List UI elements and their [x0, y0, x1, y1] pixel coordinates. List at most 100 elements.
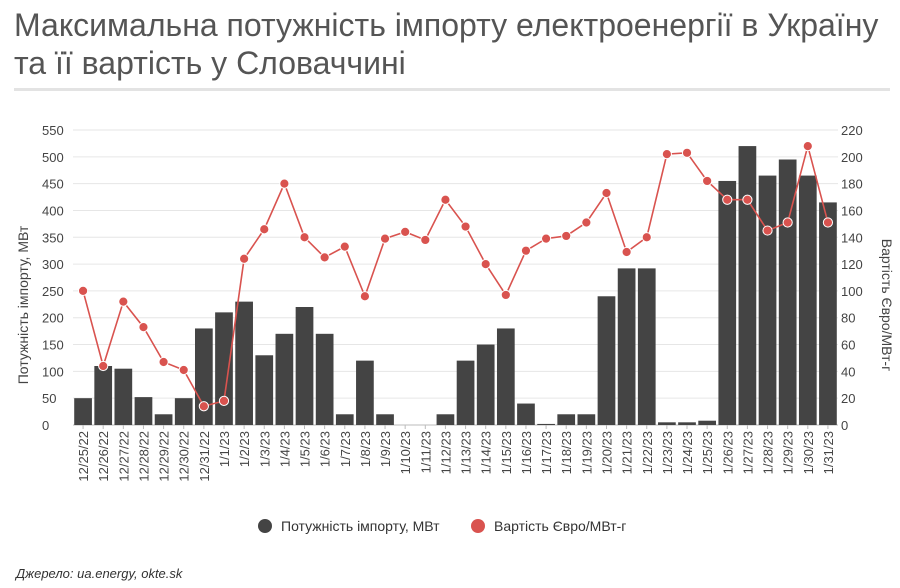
price-point: [722, 194, 733, 205]
bar: [617, 268, 636, 425]
bar: [517, 403, 535, 425]
right-tick-label: 220: [841, 123, 863, 138]
price-point: [339, 241, 350, 252]
bar: [215, 312, 233, 425]
x-tick-label: 1/15/23: [499, 431, 514, 474]
price-point: [279, 178, 290, 189]
bar: [738, 146, 757, 425]
y2-axis-title: Вартість Євро/МВт-г: [879, 239, 895, 371]
price-point: [802, 140, 813, 152]
price-point: [400, 226, 411, 238]
bar: [637, 268, 656, 425]
left-tick-label: 250: [42, 284, 64, 299]
price-point: [762, 225, 773, 236]
x-tick-label: 1/10/23: [398, 431, 413, 474]
x-tick-label: 1/1/23: [217, 431, 232, 467]
x-tick-label: 1/28/23: [761, 431, 776, 474]
price-point: [77, 285, 89, 297]
x-tick-label: 12/31/22: [197, 431, 212, 482]
line-series: [77, 140, 834, 412]
x-tick-label: 12/27/22: [116, 431, 131, 482]
bar: [698, 420, 717, 425]
right-axis-ticks: 0 20 40 60 80 100 120 140 160 180 200 220: [841, 123, 863, 433]
right-tick-label: 80: [841, 311, 855, 326]
x-tick-label: 1/2/23: [237, 431, 252, 467]
price-point: [621, 246, 632, 258]
bar: [476, 344, 495, 425]
legend: Потужність імпорту, МВт Вартість Євро/МВ…: [258, 518, 626, 534]
x-tick-label: 1/26/23: [720, 431, 735, 474]
x-tick-label: 1/16/23: [519, 431, 534, 474]
price-point: [138, 322, 149, 333]
x-tick-label: 12/29/22: [157, 431, 172, 482]
bar: [658, 422, 676, 425]
price-point: [98, 360, 109, 372]
left-tick-label: 100: [42, 364, 64, 379]
grid-lines: [73, 129, 838, 426]
bar: [678, 422, 696, 425]
price-point: [681, 147, 693, 158]
bar: [295, 307, 314, 425]
bar: [74, 398, 92, 425]
x-tick-label: 1/30/23: [801, 431, 816, 474]
left-tick-label: 550: [42, 123, 64, 138]
x-tick-label: 1/17/23: [539, 431, 554, 474]
bar: [456, 360, 475, 425]
price-line: [82, 142, 829, 408]
price-point: [118, 296, 129, 307]
x-tick-label: 1/14/23: [479, 431, 494, 474]
x-tick-label: 1/11/23: [418, 431, 433, 473]
right-tick-label: 100: [841, 284, 863, 299]
price-point: [158, 356, 169, 368]
x-tick-label: 1/12/23: [438, 431, 453, 474]
x-tick-label: 1/7/23: [338, 431, 353, 467]
bar: [275, 333, 294, 425]
x-tick-label: 1/23/23: [660, 431, 675, 474]
bar: [819, 202, 837, 425]
bar: [154, 414, 173, 425]
price-point: [379, 233, 391, 244]
x-tick-label: 1/21/23: [620, 431, 635, 474]
price-point: [440, 194, 451, 205]
x-tick-label: 1/5/23: [298, 431, 313, 467]
price-point: [178, 364, 189, 376]
bar: [496, 328, 515, 425]
price-point: [500, 289, 511, 301]
bar: [356, 360, 374, 425]
right-tick-label: 40: [841, 364, 855, 379]
x-tick-label: 1/9/23: [378, 431, 393, 467]
right-tick-label: 20: [841, 391, 855, 406]
bar-series: [74, 146, 837, 425]
right-tick-label: 0: [841, 418, 848, 433]
bar: [557, 414, 576, 425]
x-tick-label: 1/13/23: [459, 431, 474, 474]
right-tick-label: 120: [841, 257, 863, 272]
price-point: [641, 232, 652, 243]
right-tick-label: 160: [841, 203, 863, 218]
legend-bar-label: Потужність імпорту, МВт: [281, 518, 440, 534]
price-point: [259, 224, 270, 235]
legend-line-swatch: [471, 519, 485, 533]
legend-bar-swatch: [258, 519, 272, 533]
price-point: [359, 291, 371, 302]
left-tick-label: 200: [42, 311, 64, 326]
price-point: [218, 395, 230, 406]
x-tick-label: 1/24/23: [680, 431, 695, 474]
price-point: [540, 233, 552, 244]
chart-title: Максимальна потужність імпорту електроен…: [14, 7, 879, 81]
left-tick-label: 450: [42, 177, 64, 192]
left-tick-label: 0: [42, 418, 49, 433]
price-point: [420, 234, 431, 246]
x-tick-label: 12/30/22: [177, 431, 192, 482]
legend-line-label: Вартість Євро/МВт-г: [494, 518, 626, 534]
right-tick-label: 60: [841, 338, 855, 353]
left-tick-label: 400: [42, 203, 64, 218]
x-tick-label: 1/8/23: [358, 431, 373, 467]
bar: [114, 368, 133, 425]
left-axis-ticks: 0 50 100 150 200 250 300 350 400 450 500 550: [42, 123, 64, 433]
bar: [235, 301, 253, 425]
x-tick-label: 1/6/23: [318, 431, 333, 467]
price-point: [561, 230, 572, 242]
price-point: [480, 258, 491, 270]
price-point: [782, 217, 793, 228]
